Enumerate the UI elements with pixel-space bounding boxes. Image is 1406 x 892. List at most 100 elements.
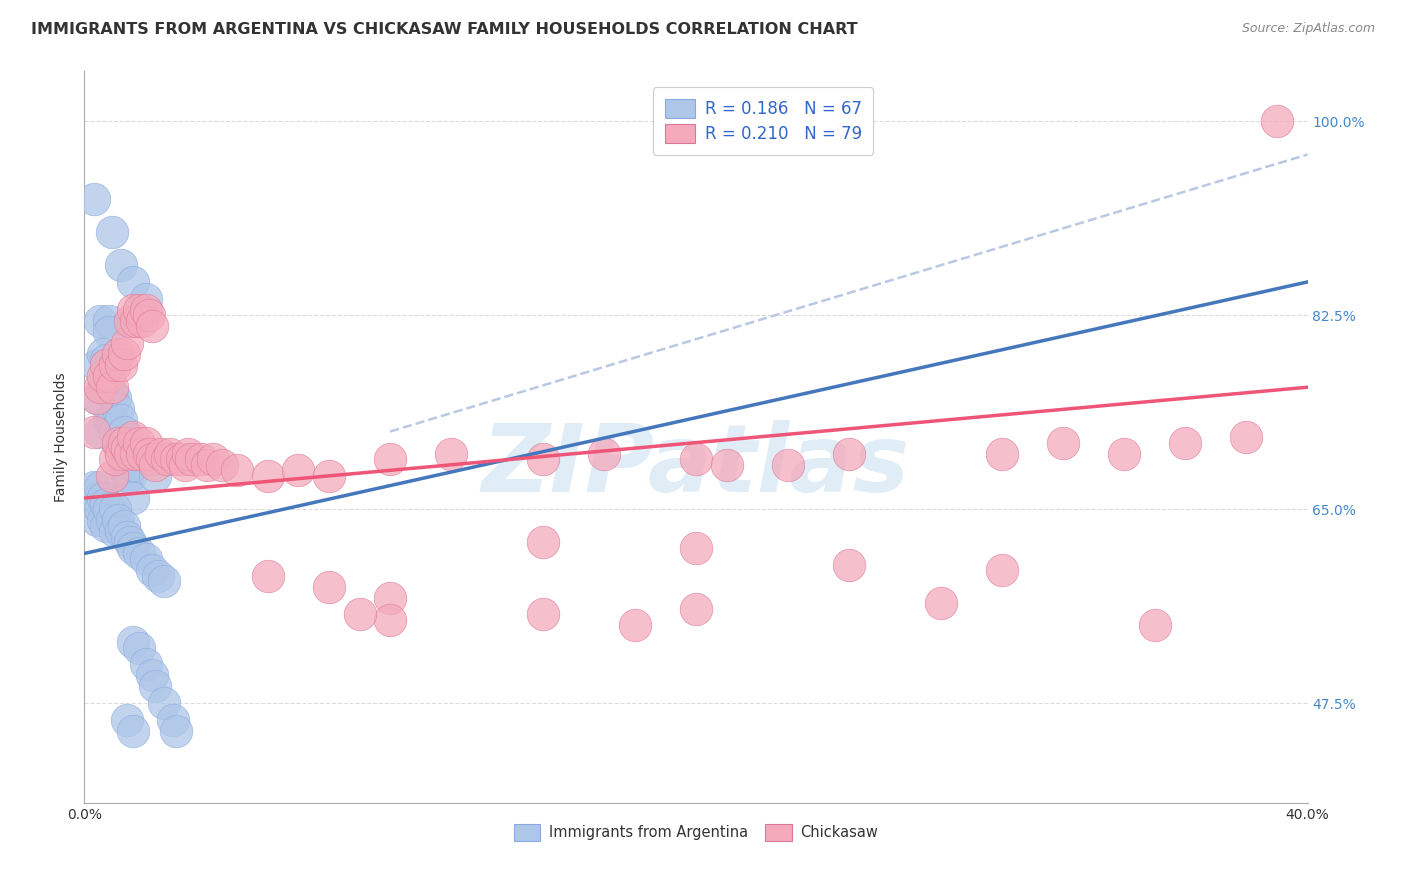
Point xyxy=(122,491,145,505)
Point xyxy=(91,513,114,527)
Point xyxy=(112,425,135,439)
Point xyxy=(172,452,194,467)
Point xyxy=(91,369,114,384)
Point xyxy=(101,380,124,394)
Point xyxy=(83,480,105,494)
Point xyxy=(165,452,187,467)
Point xyxy=(86,392,108,406)
Legend: Immigrants from Argentina, Chickasaw: Immigrants from Argentina, Chickasaw xyxy=(508,818,884,847)
Point xyxy=(86,358,108,372)
Point xyxy=(115,441,138,455)
Point xyxy=(380,591,402,605)
Point xyxy=(97,369,120,384)
Point xyxy=(91,380,114,394)
Point xyxy=(201,452,224,467)
Point xyxy=(716,458,738,472)
Point xyxy=(104,524,127,539)
Point xyxy=(226,463,249,477)
Point xyxy=(110,524,132,539)
Point xyxy=(110,258,132,272)
Point xyxy=(318,580,340,594)
Point xyxy=(120,447,142,461)
Point xyxy=(120,535,142,549)
Point xyxy=(89,480,111,494)
Point xyxy=(162,713,184,727)
Point xyxy=(110,358,132,372)
Point xyxy=(991,447,1014,461)
Point xyxy=(380,613,402,627)
Point xyxy=(115,530,138,544)
Y-axis label: Family Households: Family Households xyxy=(55,372,69,502)
Point xyxy=(86,513,108,527)
Point xyxy=(143,680,166,694)
Point xyxy=(838,558,860,572)
Point xyxy=(211,458,233,472)
Point xyxy=(112,347,135,361)
Point xyxy=(122,541,145,555)
Point xyxy=(141,452,163,467)
Point xyxy=(115,713,138,727)
Point xyxy=(141,668,163,682)
Point xyxy=(1143,618,1166,632)
Point xyxy=(107,513,129,527)
Point xyxy=(94,358,117,372)
Point xyxy=(104,392,127,406)
Point xyxy=(101,385,124,400)
Point xyxy=(1265,114,1288,128)
Point xyxy=(107,402,129,417)
Point xyxy=(94,380,117,394)
Point xyxy=(101,413,124,427)
Point xyxy=(128,435,150,450)
Point xyxy=(776,458,799,472)
Point xyxy=(115,435,138,450)
Point xyxy=(94,497,117,511)
Point xyxy=(122,635,145,649)
Point xyxy=(101,468,124,483)
Point xyxy=(1236,430,1258,444)
Point xyxy=(1052,435,1074,450)
Point xyxy=(97,502,120,516)
Point xyxy=(128,640,150,655)
Point xyxy=(86,491,108,505)
Text: ZIPatlas: ZIPatlas xyxy=(482,420,910,512)
Point xyxy=(624,618,647,632)
Point xyxy=(125,314,148,328)
Point xyxy=(104,452,127,467)
Point xyxy=(991,563,1014,577)
Point xyxy=(165,723,187,738)
Point xyxy=(180,452,202,467)
Point xyxy=(135,302,157,317)
Point xyxy=(110,447,132,461)
Point xyxy=(107,347,129,361)
Point xyxy=(115,335,138,350)
Point xyxy=(149,447,172,461)
Point xyxy=(89,425,111,439)
Point xyxy=(287,463,309,477)
Point xyxy=(97,413,120,427)
Point xyxy=(1114,447,1136,461)
Point xyxy=(531,607,554,622)
Point xyxy=(122,302,145,317)
Point xyxy=(138,447,160,461)
Point xyxy=(531,452,554,467)
Point xyxy=(141,319,163,334)
Point xyxy=(177,447,200,461)
Point xyxy=(257,568,280,582)
Point xyxy=(685,452,707,467)
Point xyxy=(97,314,120,328)
Point xyxy=(128,546,150,560)
Point xyxy=(115,468,138,483)
Point xyxy=(1174,435,1197,450)
Point xyxy=(156,452,179,467)
Point xyxy=(146,568,169,582)
Point xyxy=(138,308,160,322)
Point xyxy=(104,358,127,372)
Point xyxy=(89,502,111,516)
Text: IMMIGRANTS FROM ARGENTINA VS CHICKASAW FAMILY HOUSEHOLDS CORRELATION CHART: IMMIGRANTS FROM ARGENTINA VS CHICKASAW F… xyxy=(31,22,858,37)
Point xyxy=(593,447,616,461)
Point xyxy=(135,657,157,672)
Point xyxy=(91,491,114,505)
Point xyxy=(112,518,135,533)
Point xyxy=(128,302,150,317)
Point xyxy=(112,435,135,450)
